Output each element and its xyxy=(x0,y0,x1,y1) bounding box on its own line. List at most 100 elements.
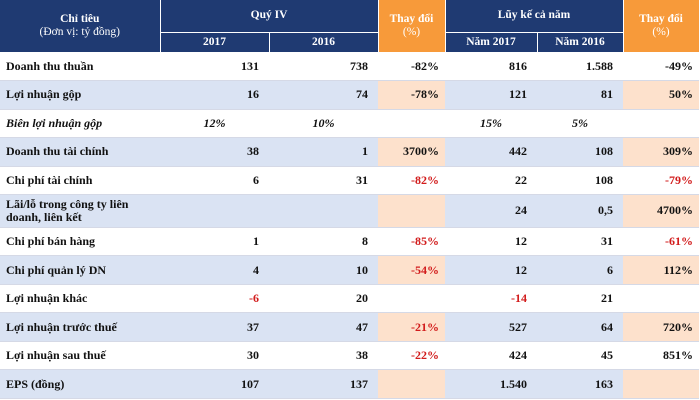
ytd-change-cell: 851% xyxy=(623,341,699,371)
q4-2016-cell: 738 xyxy=(269,52,378,81)
row-label: EPS (đồng) xyxy=(0,369,160,399)
q4-2016-cell: 137 xyxy=(269,369,378,399)
ytd-2017-cell: 442 xyxy=(445,137,537,167)
row-label: Chi phí tài chính xyxy=(0,166,160,195)
q4-change-cell xyxy=(378,369,445,399)
q4-change-cell: -22% xyxy=(378,341,445,371)
ytd-2016-cell: 5% xyxy=(537,109,623,138)
ytd-change-cell: 309% xyxy=(623,137,699,167)
table-row: Lợi nhuận khác -6 20 -14 21 xyxy=(0,284,699,314)
q4-2016-header: 2016 xyxy=(269,32,379,53)
ytd-2017-cell: 527 xyxy=(445,312,537,342)
ytd-2017-cell: 1.540 xyxy=(445,369,537,399)
ytd-2017-header: Năm 2017 xyxy=(445,32,538,53)
indicator-header-label: Chỉ tiêu xyxy=(60,12,100,25)
q4-2017-cell: 1 xyxy=(160,227,269,257)
row-label: Lợi nhuận gộp xyxy=(0,80,160,110)
table-row: Chi phí bán hàng 1 8 -85% 12 31 -61% xyxy=(0,227,699,257)
q4-2016-cell: 10 xyxy=(269,255,378,285)
ytd-2016-cell: 1.588 xyxy=(537,52,623,81)
ytd-change-cell xyxy=(623,369,699,399)
q4-2016-cell: 74 xyxy=(269,80,378,110)
ytd-2016-header: Năm 2016 xyxy=(537,32,624,53)
q4-2017-cell: 12% xyxy=(160,109,269,138)
q4-2017-cell: 37 xyxy=(160,312,269,342)
q4-2017-cell xyxy=(160,194,269,228)
table-row: Biên lợi nhuận gộp 12% 10% 15% 5% xyxy=(0,109,699,138)
table-row: Lợi nhuận trước thuế 37 47 -21% 527 64 7… xyxy=(0,312,699,342)
ytd-2017-cell: 22 xyxy=(445,166,537,195)
q4-2017-cell: 30 xyxy=(160,341,269,371)
q4-2016-cell: 31 xyxy=(269,166,378,195)
q4-header: Quý IV xyxy=(160,0,379,33)
ytd-2016-cell: 45 xyxy=(537,341,623,371)
ytd-2016-cell: 6 xyxy=(537,255,623,285)
q4-change-cell: -78% xyxy=(378,80,445,110)
ytd-change-cell: 50% xyxy=(623,80,699,110)
q4-change-cell: -21% xyxy=(378,312,445,342)
ytd-2017-cell: 121 xyxy=(445,80,537,110)
ytd-2016-cell: 0,5 xyxy=(537,194,623,228)
ytd-2017-cell: 816 xyxy=(445,52,537,81)
ytd-change-cell: -49% xyxy=(623,52,699,81)
ytd-2017-cell: 15% xyxy=(445,109,537,138)
q4-2016-cell: 10% xyxy=(269,109,378,138)
q4-change-cell: -85% xyxy=(378,227,445,257)
ytd-change-header-label: Thay đổi xyxy=(639,12,683,25)
row-label: Biên lợi nhuận gộp xyxy=(0,109,160,138)
ytd-2016-cell: 108 xyxy=(537,137,623,167)
ytd-change-cell: 112% xyxy=(623,255,699,285)
q4-2016-cell: 1 xyxy=(269,137,378,167)
indicator-header: Chỉ tiêu (Đơn vị: tỷ đồng) xyxy=(0,0,161,53)
ytd-change-header: Thay đổi (%) xyxy=(623,0,700,53)
q4-2016-cell xyxy=(269,194,378,228)
row-label: Chi phí quản lý DN xyxy=(0,255,160,285)
ytd-change-cell: 4700% xyxy=(623,194,699,228)
q4-2016-cell: 47 xyxy=(269,312,378,342)
ytd-2017-cell: 424 xyxy=(445,341,537,371)
row-label: Doanh thu tài chính xyxy=(0,137,160,167)
ytd-header: Lũy kế cả năm xyxy=(445,0,624,33)
table-row: Doanh thu thuần 131 738 -82% 816 1.588 -… xyxy=(0,52,699,81)
ytd-change-pct-label: (%) xyxy=(652,25,670,38)
q4-change-cell xyxy=(378,109,445,138)
ytd-2016-cell: 163 xyxy=(537,369,623,399)
q4-change-cell: 3700% xyxy=(378,137,445,167)
ytd-change-cell xyxy=(623,284,699,314)
row-label: Lợi nhuận trước thuế xyxy=(0,312,160,342)
q4-change-cell: -54% xyxy=(378,255,445,285)
q4-change-cell: -82% xyxy=(378,166,445,195)
ytd-2016-cell: 21 xyxy=(537,284,623,314)
q4-2017-cell: 38 xyxy=(160,137,269,167)
q4-2017-cell: 16 xyxy=(160,80,269,110)
q4-2017-header: 2017 xyxy=(160,32,270,53)
table-row: Chi phí quản lý DN 4 10 -54% 12 6 112% xyxy=(0,255,699,285)
q4-change-cell: -82% xyxy=(378,52,445,81)
row-label: Chi phí bán hàng xyxy=(0,227,160,257)
row-label: Doanh thu thuần xyxy=(0,52,160,81)
ytd-2016-cell: 81 xyxy=(537,80,623,110)
table-row: Lợi nhuận sau thuế 30 38 -22% 424 45 851… xyxy=(0,341,699,371)
table-row: EPS (đồng) 107 137 1.540 163 xyxy=(0,369,699,399)
row-label: Lợi nhuận khác xyxy=(0,284,160,314)
row-label: Lãi/lỗ trong công ty liên doanh, liên kế… xyxy=(0,194,160,228)
q4-2016-cell: 8 xyxy=(269,227,378,257)
ytd-2017-cell: -14 xyxy=(445,284,537,314)
q4-change-pct-label: (%) xyxy=(402,25,421,38)
ytd-2017-cell: 24 xyxy=(445,194,537,228)
q4-2017-cell: 107 xyxy=(160,369,269,399)
table-row: Doanh thu tài chính 38 1 3700% 442 108 3… xyxy=(0,137,699,167)
ytd-2016-cell: 108 xyxy=(537,166,623,195)
table-row: Lợi nhuận gộp 16 74 -78% 121 81 50% xyxy=(0,80,699,110)
ytd-change-cell xyxy=(623,109,699,138)
ytd-2017-cell: 12 xyxy=(445,255,537,285)
table-row: Lãi/lỗ trong công ty liên doanh, liên kế… xyxy=(0,194,699,228)
ytd-2016-cell: 64 xyxy=(537,312,623,342)
q4-2017-cell: 131 xyxy=(160,52,269,81)
unit-label: (Đơn vị: tỷ đồng) xyxy=(39,25,120,38)
q4-change-cell xyxy=(378,284,445,314)
table-body: Doanh thu thuần 131 738 -82% 816 1.588 -… xyxy=(0,52,699,399)
q4-change-cell xyxy=(378,194,445,228)
